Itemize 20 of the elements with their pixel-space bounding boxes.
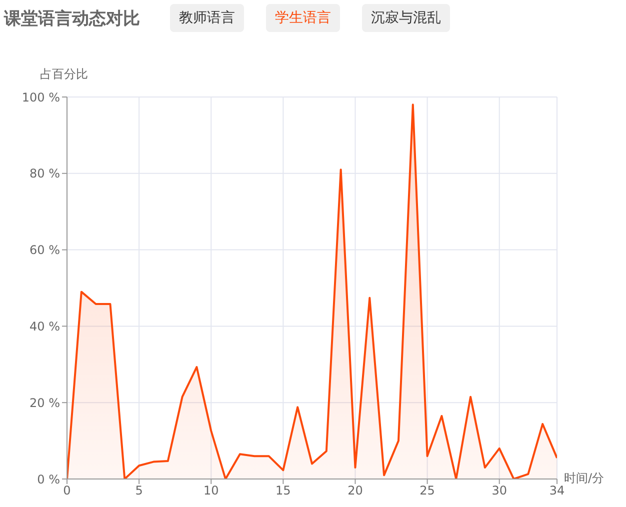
x-tick-label: 20 [348,484,363,498]
x-tick-label: 5 [135,484,143,498]
chart-title: 课堂语言动态对比 [4,8,140,30]
tab-button: 学生语言 [266,4,340,32]
x-tick-label: 34 [549,484,565,498]
x-tick-label: 25 [420,484,435,498]
x-tick-label: 10 [203,484,219,498]
y-tick-label: 60 % [30,243,60,258]
y-tick-label: 80 % [30,166,60,181]
y-axis-title: 占百分比 [40,66,88,83]
y-tick-label: 100 % [22,90,60,104]
x-tick-label: 15 [276,484,291,498]
x-axis-title: 时间/分 [564,470,604,487]
tab-button: 沉寂与混乱 [362,4,450,32]
y-tick-label: 0 % [37,472,60,486]
x-tick-label: 0 [63,484,71,498]
tab-button: 教师语言 [170,4,244,32]
y-tick-label: 40 % [30,319,60,334]
y-tick-label: 20 % [30,396,60,410]
x-tick-label: 30 [492,484,507,498]
